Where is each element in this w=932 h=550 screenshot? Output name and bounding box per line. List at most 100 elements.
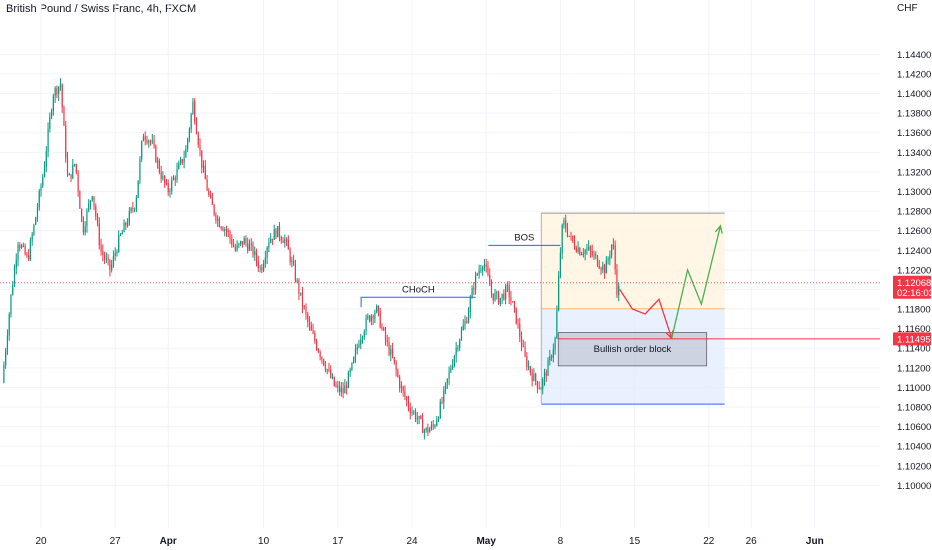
- candle-body: [460, 330, 463, 340]
- y-tick-label: 1.10200: [897, 461, 931, 472]
- candle-body: [342, 388, 344, 394]
- candle-body: [114, 253, 116, 256]
- candle-body: [370, 315, 372, 322]
- candle-body: [429, 428, 431, 433]
- candle-body: [231, 238, 233, 245]
- order-block: [557, 332, 708, 367]
- candle-body: [475, 274, 477, 290]
- candle-body: [496, 292, 498, 294]
- candle-body: [243, 238, 245, 245]
- candle-body: [73, 164, 76, 166]
- candle-body: [294, 264, 296, 281]
- candle-body: [561, 224, 563, 253]
- candle-body: [8, 314, 10, 336]
- candle-body: [344, 385, 346, 394]
- candle-body: [372, 315, 374, 319]
- candle-body: [31, 234, 33, 241]
- chart-title: British Pound / Swiss Franc, 4h, FXCM: [6, 3, 197, 15]
- candle-body: [317, 349, 319, 353]
- candle-body: [407, 400, 410, 408]
- candle-body: [201, 150, 203, 168]
- candle-body: [575, 247, 577, 252]
- candle-body: [121, 232, 123, 235]
- candle-body: [497, 292, 500, 304]
- candle-body: [141, 141, 143, 160]
- candle-body: [381, 327, 383, 329]
- candle-body: [96, 216, 99, 224]
- candle-body: [155, 145, 157, 163]
- candle-body: [52, 96, 54, 111]
- candle-body: [326, 369, 328, 371]
- candle-body: [549, 356, 551, 361]
- candle-body: [588, 246, 590, 250]
- candle-body: [250, 243, 252, 245]
- current-price-countdown: 02:16:03: [897, 288, 932, 299]
- candle-body: [275, 229, 277, 238]
- candle-body: [584, 250, 586, 254]
- candle-body: [183, 157, 185, 163]
- x-tick-label: May: [476, 536, 496, 547]
- candle-body: [254, 251, 256, 256]
- candle-body: [268, 242, 270, 248]
- candle-body: [266, 247, 268, 258]
- candle-body: [218, 218, 221, 227]
- candle-body: [453, 356, 455, 366]
- candle-body: [17, 244, 19, 260]
- candle-body: [188, 128, 190, 139]
- candle-body: [293, 260, 295, 265]
- candle-body: [505, 286, 507, 300]
- candle-body: [328, 369, 330, 371]
- candle-body: [135, 197, 137, 209]
- candle-body: [75, 164, 77, 173]
- candle-body: [204, 166, 206, 180]
- candle-body: [586, 249, 588, 251]
- candle-body: [287, 240, 289, 250]
- candle-body: [116, 251, 118, 254]
- candle-body: [427, 427, 429, 433]
- candle-body: [307, 314, 309, 322]
- candle-body: [439, 401, 441, 418]
- projection-down-arrow: [619, 289, 673, 339]
- candle-body: [579, 247, 581, 255]
- candle-body: [45, 151, 47, 167]
- y-tick-label: 1.11400: [897, 344, 931, 355]
- candle-body: [263, 263, 265, 271]
- y-tick-label: 1.10000: [897, 481, 931, 492]
- candle-body: [132, 208, 134, 210]
- candle-body: [536, 381, 539, 388]
- candle-body: [545, 372, 547, 376]
- candle-body: [455, 348, 457, 357]
- candle-body: [448, 371, 450, 379]
- candle-body: [273, 229, 275, 240]
- candle-body: [179, 159, 182, 164]
- candle-body: [566, 229, 569, 236]
- candle-body: [5, 350, 7, 366]
- candle-body: [248, 244, 251, 251]
- candle-body: [414, 411, 417, 420]
- candle-body: [420, 416, 422, 419]
- candle-body: [361, 336, 364, 340]
- y-tick-label: 1.13000: [897, 187, 931, 198]
- candle-body: [607, 258, 609, 261]
- candle-body: [430, 424, 433, 429]
- candle-body: [238, 243, 240, 245]
- candle-body: [13, 267, 16, 286]
- candle-body: [360, 339, 362, 345]
- candle-body: [208, 190, 210, 195]
- candle-body: [596, 255, 599, 266]
- candle-body: [225, 229, 228, 231]
- y-tick-label: 1.13200: [897, 167, 931, 178]
- candle-body: [107, 258, 109, 260]
- candle-body: [490, 285, 493, 294]
- candle-body: [333, 376, 335, 386]
- candle-body: [298, 280, 300, 294]
- candle-body: [319, 352, 321, 358]
- candle-body: [284, 239, 286, 243]
- x-tick-label: 17: [332, 536, 344, 547]
- level-price-value: 1.11495: [897, 334, 931, 345]
- y-tick-label: 1.11000: [897, 383, 931, 394]
- candle-body: [301, 292, 304, 307]
- candle-body: [91, 196, 93, 201]
- candle-body: [206, 179, 208, 191]
